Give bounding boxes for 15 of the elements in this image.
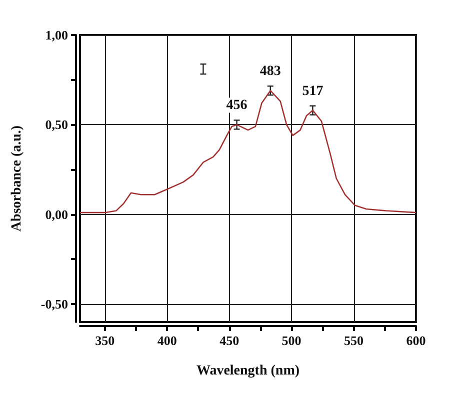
- x-tick-label: 600: [406, 333, 426, 348]
- annotation: 517: [302, 84, 324, 99]
- x-tick-label: 500: [282, 333, 302, 348]
- x-tick-label: 400: [157, 333, 177, 348]
- annotation: 456: [226, 98, 248, 114]
- y-tick-label: 0,00: [45, 206, 68, 222]
- x-axis-title: Wavelength (nm): [196, 364, 300, 378]
- x-tick-label: 550: [344, 333, 364, 348]
- y-tick-label: 1,00: [45, 28, 68, 42]
- x-tick-label: 450: [220, 333, 240, 348]
- y-tick-label: -0,50: [40, 296, 68, 312]
- annotation: 483: [260, 64, 281, 80]
- y-tick-label: 0,50: [45, 117, 68, 132]
- y-axis-title: Absorbance (a.u.): [10, 125, 24, 232]
- x-tick-label: 350: [95, 333, 115, 348]
